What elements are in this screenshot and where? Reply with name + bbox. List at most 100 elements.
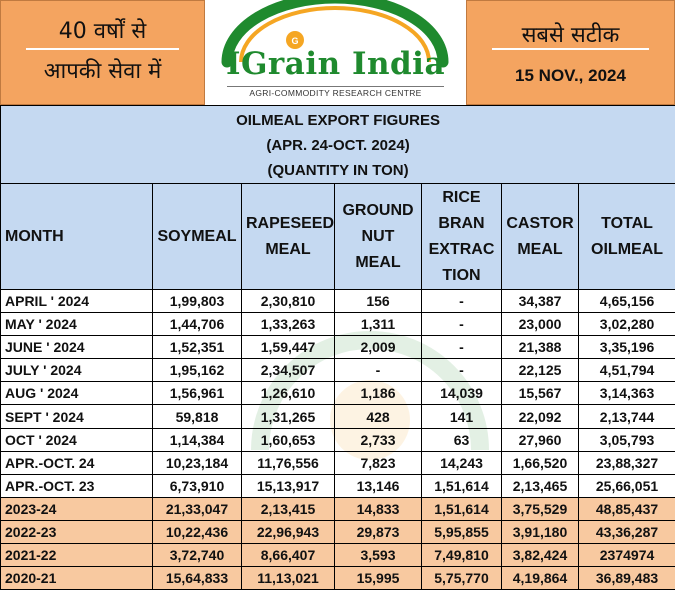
cell-rice-bran-extraction: 7,49,810	[421, 543, 502, 568]
cell-month: SEPT ' 2024	[0, 404, 153, 429]
cell-castor-meal: 22,125	[501, 358, 579, 383]
cell-soymeal: 59,818	[152, 404, 242, 429]
title-line-1: OILMEAL EXPORT FIGURES	[236, 112, 440, 129]
annual-row: 2021-22 3,72,740 8,66,407 3,593 7,49,810 3,82…	[0, 543, 675, 568]
page-header: 40 वर्षों से आपकी सेवा में G IGrain Indi…	[0, 0, 675, 105]
cell-rapeseed-meal: 8,66,407	[241, 543, 335, 568]
cell-groundnut-meal: 13,146	[334, 473, 422, 498]
cell-rice-bran-extraction: 5,95,855	[421, 519, 502, 545]
cell-castor-meal: 21,388	[501, 335, 579, 360]
cell-rapeseed-meal: 2,13,415	[241, 496, 335, 521]
cell-groundnut-meal: 156	[334, 288, 422, 314]
cell-rapeseed-meal: 22,96,943	[241, 519, 335, 545]
header-right-box: सबसे सटीक 15 NOV., 2024	[466, 0, 675, 105]
cell-month: APRIL ' 2024	[0, 288, 153, 314]
table-row: APR.-OCT. 23 6,73,910 15,13,917 13,146 1,51,…	[0, 473, 675, 498]
cell-rapeseed-meal: 1,59,447	[241, 335, 335, 360]
cell-castor-meal: 15,567	[501, 381, 579, 406]
cell-month: 2023-24	[0, 496, 153, 521]
cell-groundnut-meal: 428	[334, 404, 422, 429]
annual-row: 2022-23 10,22,436 22,96,943 29,873 5,95,855 3…	[0, 519, 675, 545]
brand-logo: G IGrain India AGRI-COMMODITY RESEARCH C…	[205, 0, 466, 105]
cell-groundnut-meal: 2,733	[334, 427, 422, 452]
cell-rapeseed-meal: 1,60,653	[241, 427, 335, 452]
date-divider	[492, 48, 649, 50]
cell-groundnut-meal: 1,311	[334, 312, 422, 337]
cell-rapeseed-meal: 1,31,265	[241, 404, 335, 429]
cell-soymeal: 1,14,384	[152, 427, 242, 452]
cell-month: APR.-OCT. 23	[0, 473, 153, 498]
cell-groundnut-meal: 15,995	[334, 566, 422, 591]
cell-total-oilmeal: 3,14,363	[577, 381, 675, 406]
column-header-row: MONTH SOYMEAL RAPESEED MEAL GROUND NUT M…	[0, 183, 675, 290]
cell-castor-meal: 3,82,424	[501, 543, 579, 568]
brand-tagline: AGRI-COMMODITY RESEARCH CENTRE	[227, 86, 444, 98]
cell-month: JULY ' 2024	[0, 358, 153, 383]
cell-castor-meal: 3,75,529	[501, 496, 579, 521]
oilmeal-export-table: OILMEAL EXPORT FIGURES (APR. 24-OCT. 202…	[0, 105, 675, 591]
cell-rice-bran-extraction: 14,243	[421, 450, 502, 475]
cell-soymeal: 1,99,803	[152, 288, 242, 314]
cell-soymeal: 15,64,833	[152, 566, 242, 591]
title-line-3: (QUANTITY IN TON)	[267, 162, 409, 179]
table-row: JULY ' 2024 1,95,162 2,34,507- -22,125 4,51,…	[0, 358, 675, 383]
table-row: APR.-OCT. 24 10,23,184 11,76,556 7,823 14,24…	[0, 450, 675, 475]
slogan-line-1: 40 वर्षों से	[58, 19, 147, 44]
cell-soymeal: 10,22,436	[152, 519, 242, 545]
cell-month: MAY ' 2024	[0, 312, 153, 337]
cell-rice-bran-extraction: -	[421, 358, 502, 383]
cell-month: AUG ' 2024	[0, 381, 153, 406]
cell-soymeal: 21,33,047	[152, 496, 242, 521]
table-row: SEPT ' 2024 59,818 1,31,265 428 141 22,092 2,1…	[0, 404, 675, 429]
table-row: OCT ' 2024 1,14,384 1,60,653 2,733 63 27,960 3…	[0, 427, 675, 452]
slogan-divider	[26, 48, 179, 50]
cell-rice-bran-extraction: -	[421, 312, 502, 337]
annual-row: 2020-21 15,64,833 11,13,021 15,995 5,75,770 4…	[0, 566, 675, 591]
cell-total-oilmeal: 2374974	[577, 543, 675, 568]
cell-rice-bran-extraction: 14,039	[421, 381, 502, 406]
cell-rice-bran-extraction: 63	[421, 427, 502, 452]
table-row: AUG ' 2024 1,56,961 1,26,610 1,186 14,039 15,…	[0, 381, 675, 406]
cell-month: 2020-21	[0, 566, 153, 591]
cell-month: OCT ' 2024	[0, 427, 153, 452]
accuracy-slogan: सबसे सटीक	[521, 23, 620, 48]
cell-rice-bran-extraction: 1,51,614	[421, 496, 502, 521]
brand-name: IGrain India	[225, 46, 446, 82]
cell-groundnut-meal: 14,833	[334, 496, 422, 521]
cell-rapeseed-meal: 11,76,556	[241, 450, 335, 475]
cell-castor-meal: 1,66,520	[501, 450, 579, 475]
cell-soymeal: 6,73,910	[152, 473, 242, 498]
cell-rapeseed-meal: 2,34,507	[241, 358, 335, 383]
cell-total-oilmeal: 36,89,483	[577, 566, 675, 591]
cell-groundnut-meal: 3,593	[334, 543, 422, 568]
cell-rice-bran-extraction: -	[421, 288, 502, 314]
col-rapeseed-meal: RAPESEED MEAL	[241, 183, 335, 290]
col-rice-bran-extraction: RICE BRAN EXTRAC TION	[421, 183, 502, 290]
cell-month: 2021-22	[0, 543, 153, 568]
cell-castor-meal: 4,19,864	[501, 566, 579, 591]
cell-castor-meal: 27,960	[501, 427, 579, 452]
cell-soymeal: 3,72,740	[152, 543, 242, 568]
cell-total-oilmeal: 3,05,793	[577, 427, 675, 452]
cell-rapeseed-meal: 15,13,917	[241, 473, 335, 498]
cell-total-oilmeal: 3,35,196	[577, 335, 675, 360]
cell-rapeseed-meal: 1,26,610	[241, 381, 335, 406]
header-left-box: 40 वर्षों से आपकी सेवा में	[0, 0, 205, 105]
title-line-2: (APR. 24-OCT. 2024)	[266, 137, 410, 154]
cell-rapeseed-meal: 11,13,021	[241, 566, 335, 591]
cell-castor-meal: 3,91,180	[501, 519, 579, 545]
cell-castor-meal: 22,092	[501, 404, 579, 429]
cell-total-oilmeal: 23,88,327	[577, 450, 675, 475]
grain-arc-icon: G	[221, 0, 449, 68]
report-date: 15 NOV., 2024	[515, 66, 626, 85]
cell-soymeal: 1,52,351	[152, 335, 242, 360]
cell-soymeal: 1,95,162	[152, 358, 242, 383]
col-month: MONTH	[0, 183, 153, 290]
col-total-oilmeal: TOTAL OILMEAL	[577, 183, 675, 290]
cell-groundnut-meal: -	[334, 358, 422, 383]
cell-rice-bran-extraction: 1,51,614	[421, 473, 502, 498]
cell-total-oilmeal: 3,02,280	[577, 312, 675, 337]
table-row: APRIL ' 2024 1,99,803 2,30,810 156-34,387 4,…	[0, 288, 675, 314]
cell-rapeseed-meal: 1,33,263	[241, 312, 335, 337]
cell-soymeal: 1,56,961	[152, 381, 242, 406]
